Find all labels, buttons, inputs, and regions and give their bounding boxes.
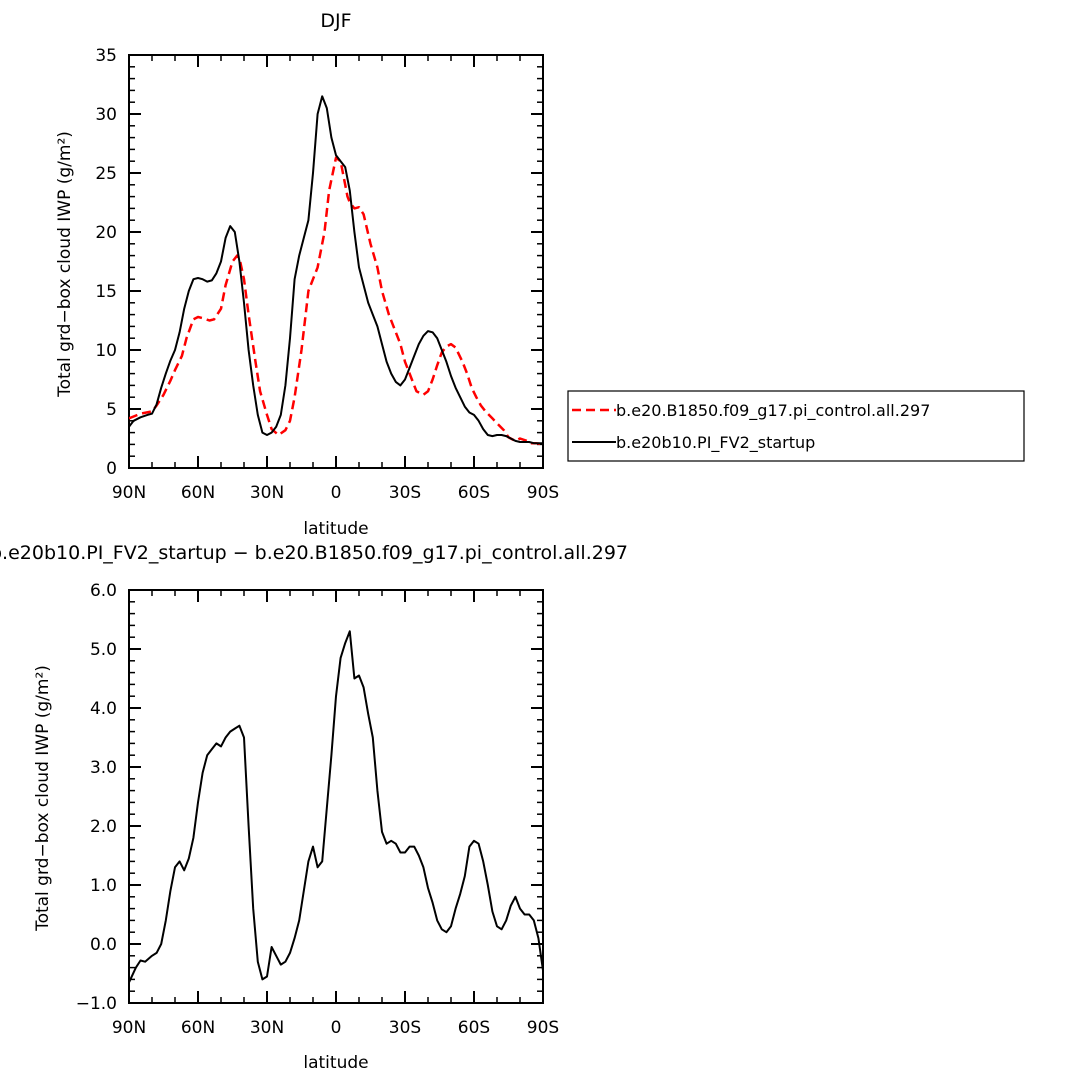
x-tick-label-top: 60S [458, 483, 490, 503]
x-tick-label-bottom: 30S [389, 1018, 421, 1038]
legend-label-startup: b.e20b10.PI_FV2_startup [616, 433, 815, 453]
y-tick-label-top: 15 [95, 282, 117, 302]
y-tick-label-bottom: −1.0 [76, 994, 117, 1014]
x-tick-label-top: 30S [389, 483, 421, 503]
plot-bottom: 90N 60N 30N 0 30S 60S 90S −1.0 0.0 1.0 2.0 3.0 4.0 5.… [76, 581, 560, 1038]
y-tick-label-top: 10 [95, 341, 117, 361]
x-tick-label-top: 0 [331, 483, 342, 503]
y-tick-label-top: 25 [95, 164, 117, 184]
legend-box [567, 390, 1025, 462]
chart-title-bottom: b.e20b10.PI_FV2_startup − b.e20.B1850.f0… [0, 542, 628, 564]
legend: b.e20.B1850.f09_g17.pi_control.all.297 b… [567, 390, 1025, 462]
x-tick-label-bottom: 90N [112, 1018, 146, 1038]
x-tick-label-bottom: 0 [331, 1018, 342, 1038]
y-tick-label-top: 30 [95, 105, 117, 125]
x-tick-label-bottom: 60S [458, 1018, 490, 1038]
series-line-bottom-0 [129, 630, 543, 983]
y-tick-label-top: 35 [95, 46, 117, 66]
y-tick-label-top: 5 [106, 400, 117, 420]
x-tick-label-top: 90N [112, 483, 146, 503]
series-line-top-0 [129, 156, 543, 446]
y-tick-label-bottom: 2.0 [90, 817, 117, 837]
y-tick-label-bottom: 6.0 [90, 581, 117, 601]
x-tick-label-bottom: 60N [181, 1018, 215, 1038]
y-tick-label-bottom: 4.0 [90, 699, 117, 719]
x-tick-label-bottom: 90S [527, 1018, 559, 1038]
y-axis-title-bottom: Total grd−box cloud IWP (g/m²) [33, 665, 53, 932]
x-axis-title-top: latitude [303, 519, 368, 539]
chart-title-top: DJF [320, 10, 351, 32]
y-tick-label-bottom: 5.0 [90, 640, 117, 660]
y-axis-title-top: Total grd−box cloud IWP (g/m²) [55, 131, 75, 398]
plot-frame-bottom [128, 589, 544, 1004]
x-tick-label-bottom: 30N [250, 1018, 284, 1038]
y-tick-label-top: 0 [106, 459, 117, 479]
x-axis-title-bottom: latitude [303, 1053, 368, 1073]
legend-label-control: b.e20.B1850.f09_g17.pi_control.all.297 [616, 401, 930, 421]
x-tick-label-top: 30N [250, 483, 284, 503]
x-tick-label-top: 60N [181, 483, 215, 503]
plot-top: 90N 60N 30N 0 30S 60S 90S 0 5 10 15 20 25 30 35 [95, 46, 559, 503]
series-line-top-1 [129, 95, 543, 445]
y-tick-label-bottom: 3.0 [90, 758, 117, 778]
x-tick-label-top: 90S [527, 483, 559, 503]
y-tick-label-top: 20 [95, 223, 117, 243]
y-tick-label-bottom: 1.0 [90, 876, 117, 896]
y-tick-label-bottom: 0.0 [90, 935, 117, 955]
